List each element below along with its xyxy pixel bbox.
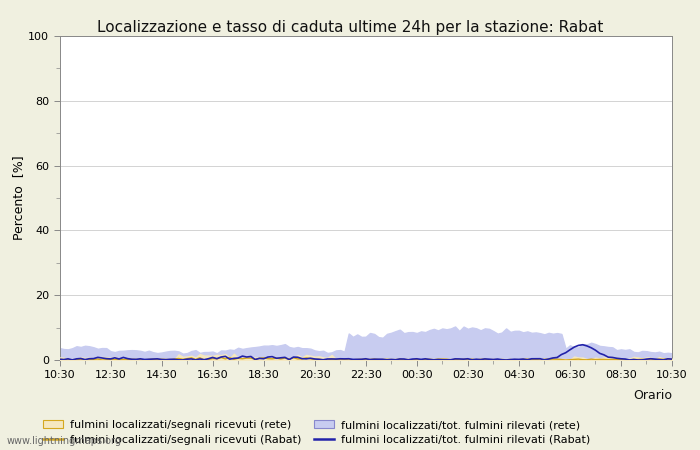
Y-axis label: Percento  [%]: Percento [%] bbox=[13, 156, 25, 240]
Text: www.lightningmaps.org: www.lightningmaps.org bbox=[7, 436, 122, 446]
Legend: fulmini localizzati/segnali ricevuti (rete), fulmini localizzati/segnali ricevut: fulmini localizzati/segnali ricevuti (re… bbox=[38, 416, 595, 449]
Text: Localizzazione e tasso di caduta ultime 24h per la stazione: Rabat: Localizzazione e tasso di caduta ultime … bbox=[97, 20, 603, 35]
Text: Orario: Orario bbox=[633, 389, 672, 402]
